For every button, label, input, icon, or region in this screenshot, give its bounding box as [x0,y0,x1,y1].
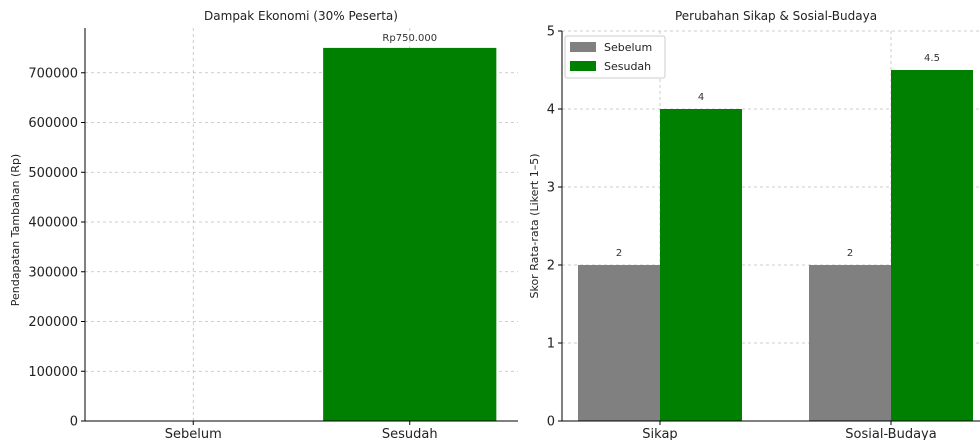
x-tick-label: Sosial-Budaya [845,427,936,440]
y-tick-label: 0 [70,415,78,430]
y-tick-label: 3 [547,181,555,196]
bar-sesudah-0 [660,109,742,421]
data-label: 4 [698,92,704,103]
chart-title: Dampak Ekonomi (30% Peserta) [204,9,398,23]
y-tick-label: 300000 [28,265,78,280]
data-label: Rp750.000 [382,33,437,44]
legend: Sebelum Sesudah [564,35,666,79]
x-tick-label: Sebelum [165,427,222,440]
chart-title: Perubahan Sikap & Sosial-Budaya [675,9,877,23]
y-tick-label: 5 [547,25,555,40]
bar-sesudah-1 [891,70,973,421]
data-label: 2 [616,248,622,259]
y-tick-label: 100000 [28,365,78,380]
data-label: 2 [847,248,853,259]
y-tick-label: 0 [547,415,555,430]
economic-impact-chart: Dampak Ekonomi (30% Peserta) 0 100000 2000… [9,9,518,440]
bar-sebelum-0 [578,265,660,421]
y-tick-label: 2 [547,259,555,274]
data-label: 4.5 [924,53,940,64]
bar-sebelum-1 [809,265,891,421]
legend-swatch-sesudah [570,61,596,71]
bar-sesudah [323,47,497,421]
y-tick-label: 600000 [28,116,78,131]
legend-label-sebelum: Sebelum [604,41,652,54]
y-tick-label: 500000 [28,166,78,181]
legend-swatch-sebelum [570,42,596,52]
x-tick-label: Sikap [642,427,677,440]
legend-label-sesudah: Sesudah [604,60,651,73]
y-axis-label: Pendapatan Tambahan (Rp) [9,154,22,306]
y-tick-label: 400000 [28,216,78,231]
y-axis-label: Skor Rata-rata (Likert 1–5) [528,153,541,298]
attitude-change-chart: Perubahan Sikap & Sosial-Budaya 0 1 2 3 4 5 S… [528,9,980,440]
y-tick-label: 4 [547,103,555,118]
y-tick-label: 200000 [28,315,78,330]
y-tick-label: 1 [547,337,555,352]
y-tick-label: 700000 [28,66,78,81]
x-tick-label: Sesudah [382,427,438,440]
